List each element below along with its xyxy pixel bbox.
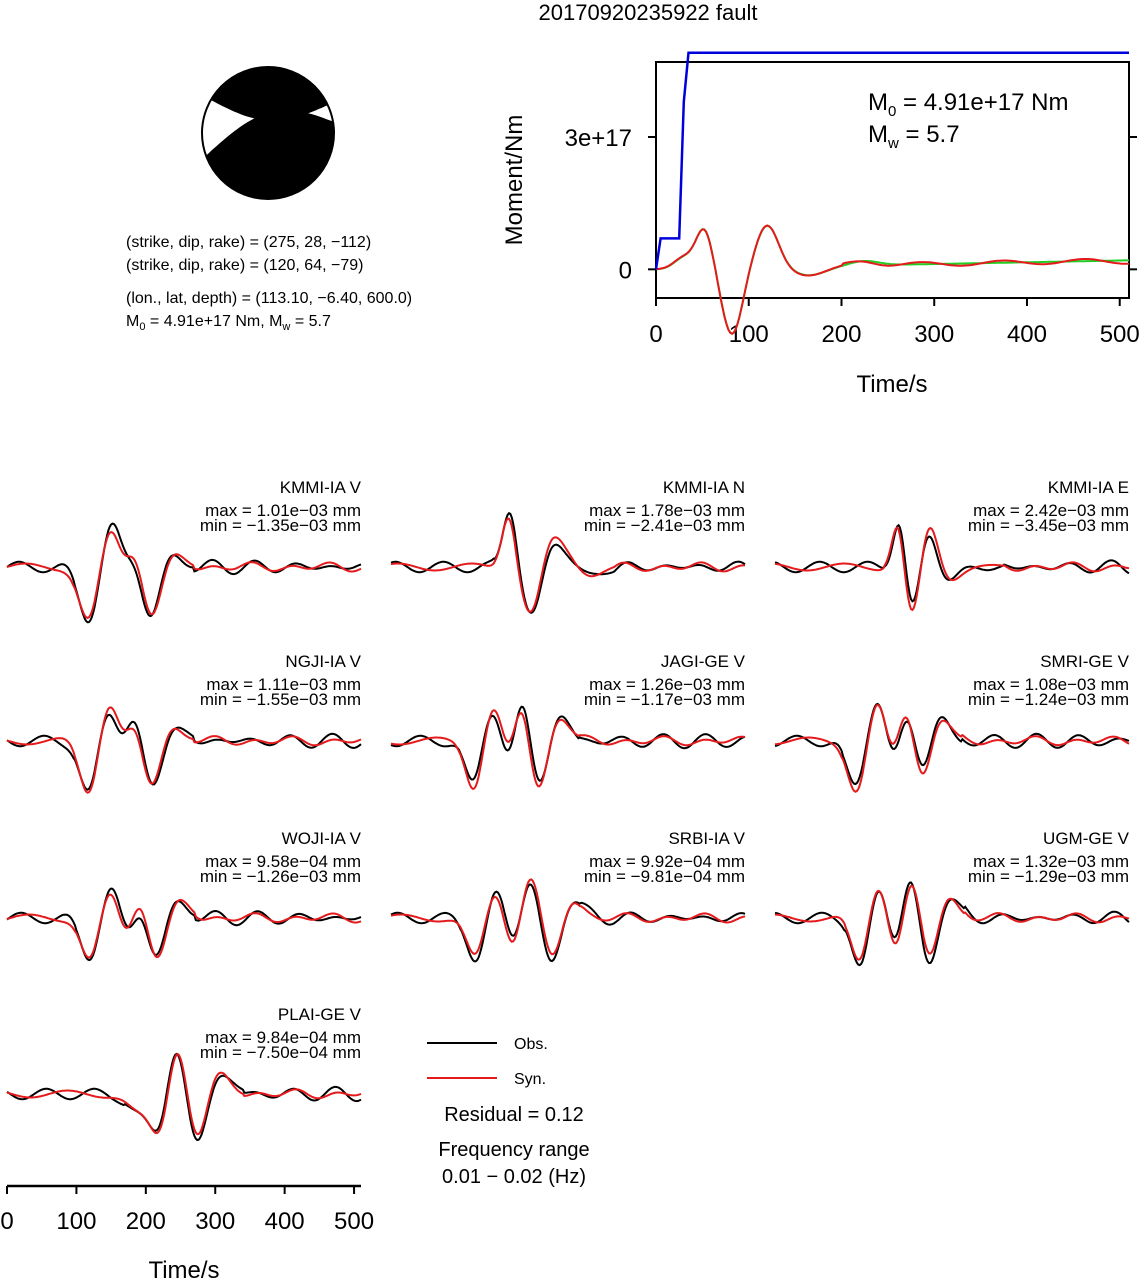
station-name: KMMI-IA N <box>663 478 745 497</box>
station-name: KMMI-IA E <box>1048 478 1129 497</box>
synthetic-waveform <box>390 517 746 613</box>
synthetic-waveform <box>6 1052 362 1136</box>
beachball-upper-dark-region <box>210 67 328 121</box>
figure-title: 20170920235922 fault <box>539 0 758 25</box>
waveform-x-tick-label: 400 <box>265 1208 305 1235</box>
observed-waveform <box>6 713 362 791</box>
waveform-time-axis: Time/s 0 100 200 300 400 500 <box>0 1184 374 1281</box>
moment-x-tick-label: 500 <box>1100 321 1140 348</box>
moment-x-tick-label: 0 <box>649 321 662 348</box>
station-max: max = 1.08e−03 mm <box>973 675 1129 694</box>
station-max: max = 1.78e−03 mm <box>589 501 745 520</box>
observed-waveform <box>390 883 746 963</box>
station-name: UGM-GE V <box>1043 829 1130 848</box>
station-max: max = 9.84e−04 mm <box>205 1028 361 1047</box>
waveform-x-tick-label: 0 <box>0 1208 13 1235</box>
station-min: min = −2.41e−03 mm <box>584 516 745 535</box>
moment-x-tick-label: 200 <box>821 321 861 348</box>
moment-syn-red-line <box>655 224 1129 335</box>
m0-label: M0 = 4.91e+17 Nm <box>868 89 1068 120</box>
moment-x-tick-label: 400 <box>1007 321 1047 348</box>
station-name: PLAI-GE V <box>278 1005 362 1024</box>
location-text: (lon., lat, depth) = (113.10, −6.40, 600… <box>126 290 412 307</box>
station-min: min = −9.81e−04 mm <box>584 867 745 886</box>
moment-y-tick-label: 3e+17 <box>565 125 632 152</box>
station-name: SMRI-GE V <box>1040 652 1129 671</box>
station-max: max = 1.32e−03 mm <box>973 852 1129 871</box>
synthetic-waveform <box>774 526 1130 612</box>
moment-x-axis-label: Time/s <box>856 371 927 398</box>
nodal-plane-1: (strike, dip, rake) = (275, 28, −112) <box>126 234 371 251</box>
moment-magnitude-text: M0 = 4.91e+17 Nm, Mw = 5.7 <box>126 313 331 333</box>
observed-waveform <box>774 702 1130 786</box>
station-min: min = −3.45e−03 mm <box>968 516 1129 535</box>
station-max: max = 1.26e−03 mm <box>589 675 745 694</box>
legend-obs-label: Obs. <box>514 1036 548 1053</box>
station-max: max = 9.92e−04 mm <box>589 852 745 871</box>
synthetic-waveform <box>6 706 362 794</box>
station-min: min = −1.29e−03 mm <box>968 867 1129 886</box>
station-max: max = 2.42e−03 mm <box>973 501 1129 520</box>
legend-syn-label: Syn. <box>514 1071 546 1088</box>
station-min: min = −7.50e−04 mm <box>200 1043 361 1062</box>
synthetic-waveform <box>6 893 362 959</box>
station-min: min = −1.24e−03 mm <box>968 690 1129 709</box>
synthetic-waveform <box>774 703 1130 793</box>
station-name: JAGI-GE V <box>661 652 746 671</box>
moment-y-axis-label: Moment/Nm <box>501 115 528 246</box>
frequency-range-value: 0.01 − 0.02 (Hz) <box>442 1166 586 1188</box>
synthetic-waveform <box>6 531 362 619</box>
synthetic-waveform <box>390 878 746 956</box>
station-max: max = 1.01e−03 mm <box>205 501 361 520</box>
moment-syn-green-line <box>655 224 1130 335</box>
residual-text: Residual = 0.12 <box>444 1104 584 1126</box>
frequency-range-title: Frequency range <box>438 1139 589 1161</box>
synthetic-waveform <box>390 709 746 791</box>
station-min: min = −1.55e−03 mm <box>200 690 361 709</box>
nodal-plane-2: (strike, dip, rake) = (120, 64, −79) <box>126 257 363 274</box>
observed-waveform <box>6 1052 362 1142</box>
synthetic-waveform <box>775 884 1130 961</box>
station-name: NGJI-IA V <box>285 652 361 671</box>
waveform-x-tick-label: 300 <box>195 1208 235 1235</box>
station-max: max = 9.58e−04 mm <box>205 852 361 871</box>
moment-y-tick-label: 0 <box>619 257 632 284</box>
station-name: KMMI-IA V <box>280 478 362 497</box>
station-name: SRBI-IA V <box>668 829 745 848</box>
station-min: min = −1.26e−03 mm <box>200 867 361 886</box>
waveform-x-axis-label: Time/s <box>148 1257 219 1281</box>
legend: Obs. Syn. Residual = 0.12 Frequency rang… <box>427 1036 590 1188</box>
focal-mechanism-beachball <box>201 66 335 200</box>
observed-waveform <box>774 881 1130 967</box>
observed-waveform <box>6 887 362 962</box>
observed-waveform <box>390 705 746 782</box>
waveform-x-tick-label: 100 <box>56 1208 96 1235</box>
solution-text: (strike, dip, rake) = (275, 28, −112) (s… <box>126 234 412 333</box>
mw-label: Mw = 5.7 <box>868 121 960 152</box>
moment-plot-frame <box>655 61 1130 299</box>
moment-x-tick-label: 300 <box>914 321 954 348</box>
station-max: max = 1.11e−03 mm <box>206 675 361 694</box>
moment-x-tick-label: 100 <box>729 321 769 348</box>
waveform-x-tick-label: 500 <box>334 1208 374 1235</box>
station-min: min = −1.35e−03 mm <box>200 516 361 535</box>
observed-waveform <box>6 522 362 624</box>
station-name: WOJI-IA V <box>282 829 362 848</box>
cumulative-moment-line <box>654 51 1129 270</box>
waveform-x-tick-label: 200 <box>126 1208 166 1235</box>
station-min: min = −1.17e−03 mm <box>584 690 745 709</box>
